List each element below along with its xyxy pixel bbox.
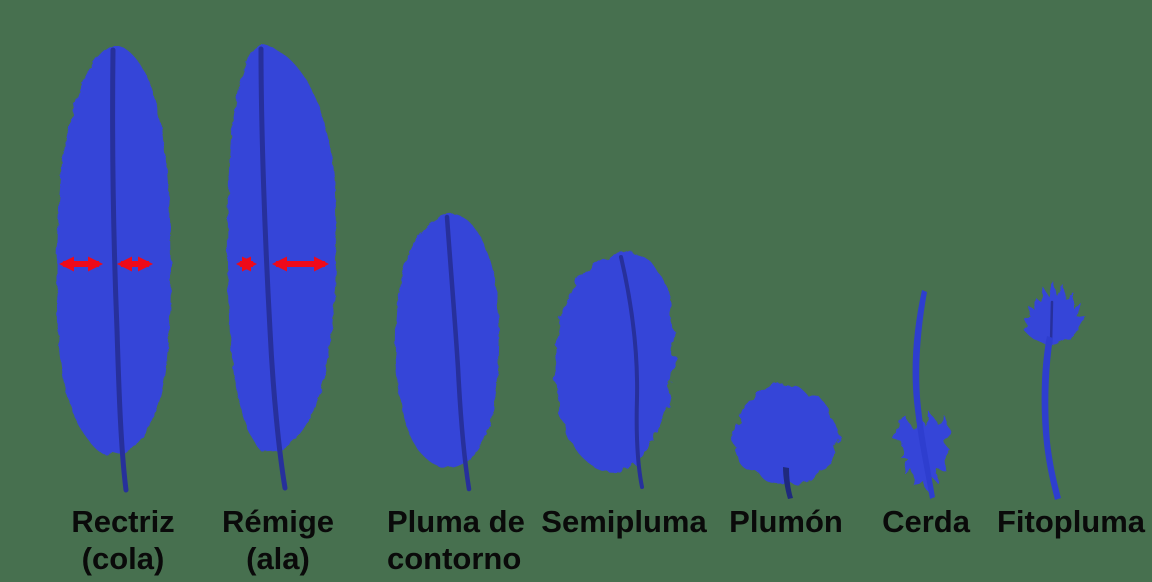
rectriz-shaft <box>110 47 129 493</box>
filoplume-shaft <box>1041 336 1061 500</box>
down-quill <box>783 467 793 499</box>
contour-shaft <box>444 214 472 492</box>
label-rectriz-line1: Rectriz <box>71 504 175 539</box>
label-semipluma-line1: Semipluma <box>541 504 707 539</box>
label-cerda-line1: Cerda <box>882 504 970 539</box>
label-fitopluma-line1: Fitopluma <box>996 504 1146 539</box>
remige-shaft <box>258 46 288 491</box>
down-fluff <box>732 384 838 484</box>
label-fitopluma: Fitopluma <box>997 503 1145 540</box>
down-feather-illustration <box>732 384 838 499</box>
label-pluma-line2: contorno <box>387 541 522 576</box>
bristle-illustration <box>894 290 952 499</box>
label-remige-line1: Rémige <box>222 504 334 539</box>
remige-vane <box>227 44 337 452</box>
label-pluma-de-contorno: Pluma de contorno <box>387 503 525 577</box>
semiplume-illustration <box>556 252 675 489</box>
filoplume-illustration <box>1023 279 1085 500</box>
label-plumon: Plumón <box>729 503 843 540</box>
label-cerda: Cerda <box>882 503 970 540</box>
label-remige-line2: (ala) <box>246 541 310 576</box>
label-pluma-line1: Pluma de <box>387 504 525 539</box>
semiplume-vane <box>556 252 675 471</box>
label-rectriz: Rectriz (cola) <box>71 503 174 577</box>
semiplume-shaft <box>619 255 644 489</box>
remige-feather-illustration <box>227 44 337 491</box>
label-rectriz-line2: (cola) <box>81 541 165 576</box>
rectriz-feather-illustration <box>56 45 171 493</box>
contour-feather-illustration <box>395 213 500 492</box>
label-remige: Rémige (ala) <box>222 503 334 577</box>
filoplume-rachis <box>1049 300 1054 345</box>
filoplume-tuft <box>1023 279 1085 345</box>
label-plumon-line1: Plumón <box>729 504 843 539</box>
bristle-shaft <box>912 290 935 499</box>
label-semipluma: Semipluma <box>541 503 706 540</box>
contour-vane <box>395 213 500 468</box>
